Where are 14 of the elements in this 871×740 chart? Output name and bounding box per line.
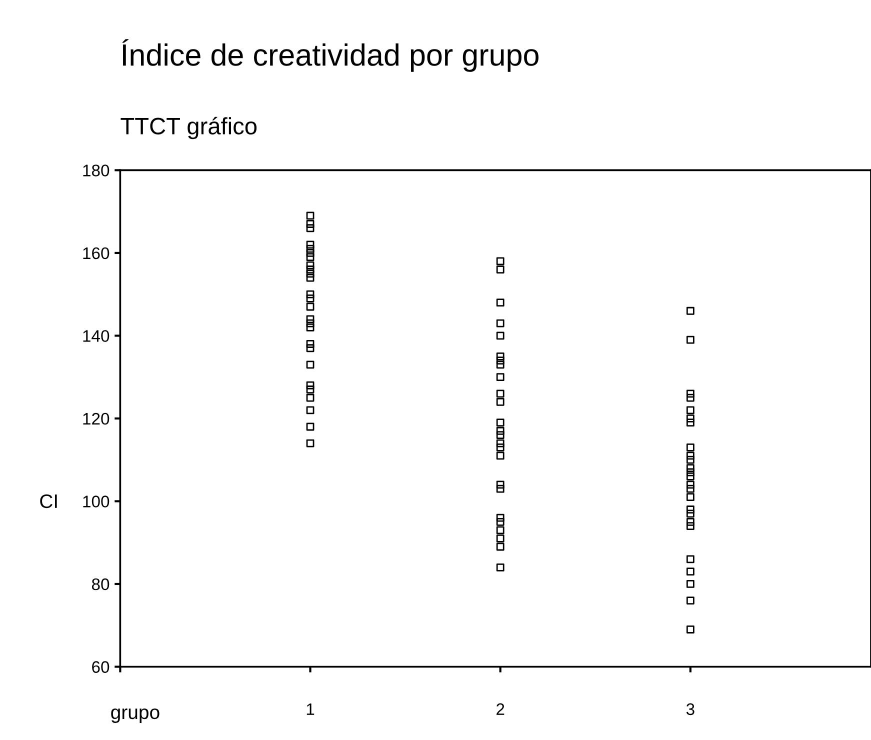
y-tick-label: 80 <box>92 578 110 590</box>
y-axis-title: CI <box>40 494 57 508</box>
chart-subtitle: TTCT gráfico <box>120 116 257 140</box>
y-tick-label: 60 <box>92 661 110 673</box>
y-tick-label: 100 <box>83 496 110 508</box>
y-tick-label: 120 <box>83 412 110 425</box>
y-tick-label: 160 <box>83 247 110 260</box>
x-tick-label: 3 <box>686 703 694 716</box>
chart-title: Índice de creatividad por grupo <box>122 39 538 72</box>
y-tick-label: 140 <box>83 330 110 342</box>
x-tick-label: 2 <box>496 703 504 715</box>
x-tick-label: 1 <box>306 703 314 715</box>
y-tick-label: 180 <box>83 164 110 176</box>
x-axis-title: grupo <box>111 708 160 723</box>
